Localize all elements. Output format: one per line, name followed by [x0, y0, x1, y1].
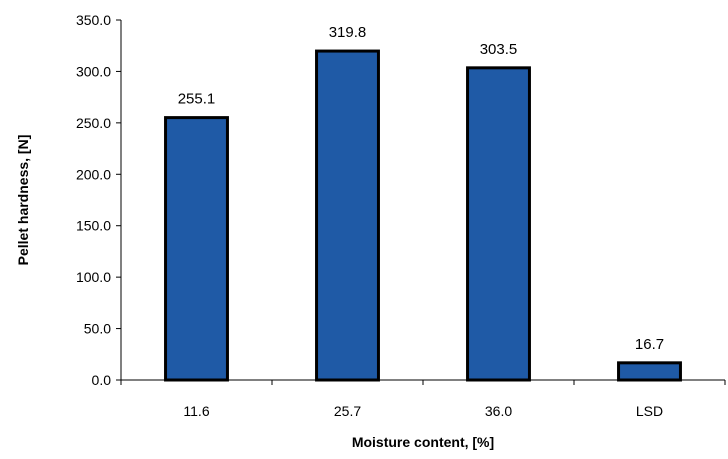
data-label: 16.7 [635, 336, 664, 353]
data-label: 319.8 [329, 24, 367, 41]
y-tick-label: 100.0 [76, 269, 111, 285]
y-axis-title: Pellet hardness, [N] [15, 135, 31, 266]
x-tick-label: 25.7 [334, 403, 361, 419]
x-axis-ticks: 11.6 25.7 36.0 LSD [120, 380, 726, 419]
bars: 255.1 319.8 303.5 16.7 [164, 24, 682, 382]
bar [164, 116, 229, 382]
data-label: 255.1 [178, 91, 216, 108]
data-label: 303.5 [480, 41, 518, 58]
y-tick-label: 200.0 [76, 166, 111, 182]
y-tick-label: 0.0 [92, 372, 112, 388]
bar [315, 49, 380, 382]
y-axis-ticks: 0.0 50.0 100.0 150.0 200.0 250.0 300.0 350.0 [76, 12, 121, 388]
x-tick-label: 11.6 [183, 403, 209, 419]
y-tick-label: 350.0 [76, 12, 111, 28]
y-tick-label: 150.0 [76, 218, 111, 234]
y-tick-label: 300.0 [76, 63, 111, 79]
bar [617, 361, 682, 382]
x-axis-title: Moisture content, [%] [352, 434, 494, 450]
x-tick-label: LSD [636, 403, 663, 419]
bar [466, 66, 531, 382]
y-tick-label: 250.0 [76, 115, 111, 131]
y-tick-label: 50.0 [84, 321, 111, 337]
x-tick-label: 36.0 [485, 403, 512, 419]
